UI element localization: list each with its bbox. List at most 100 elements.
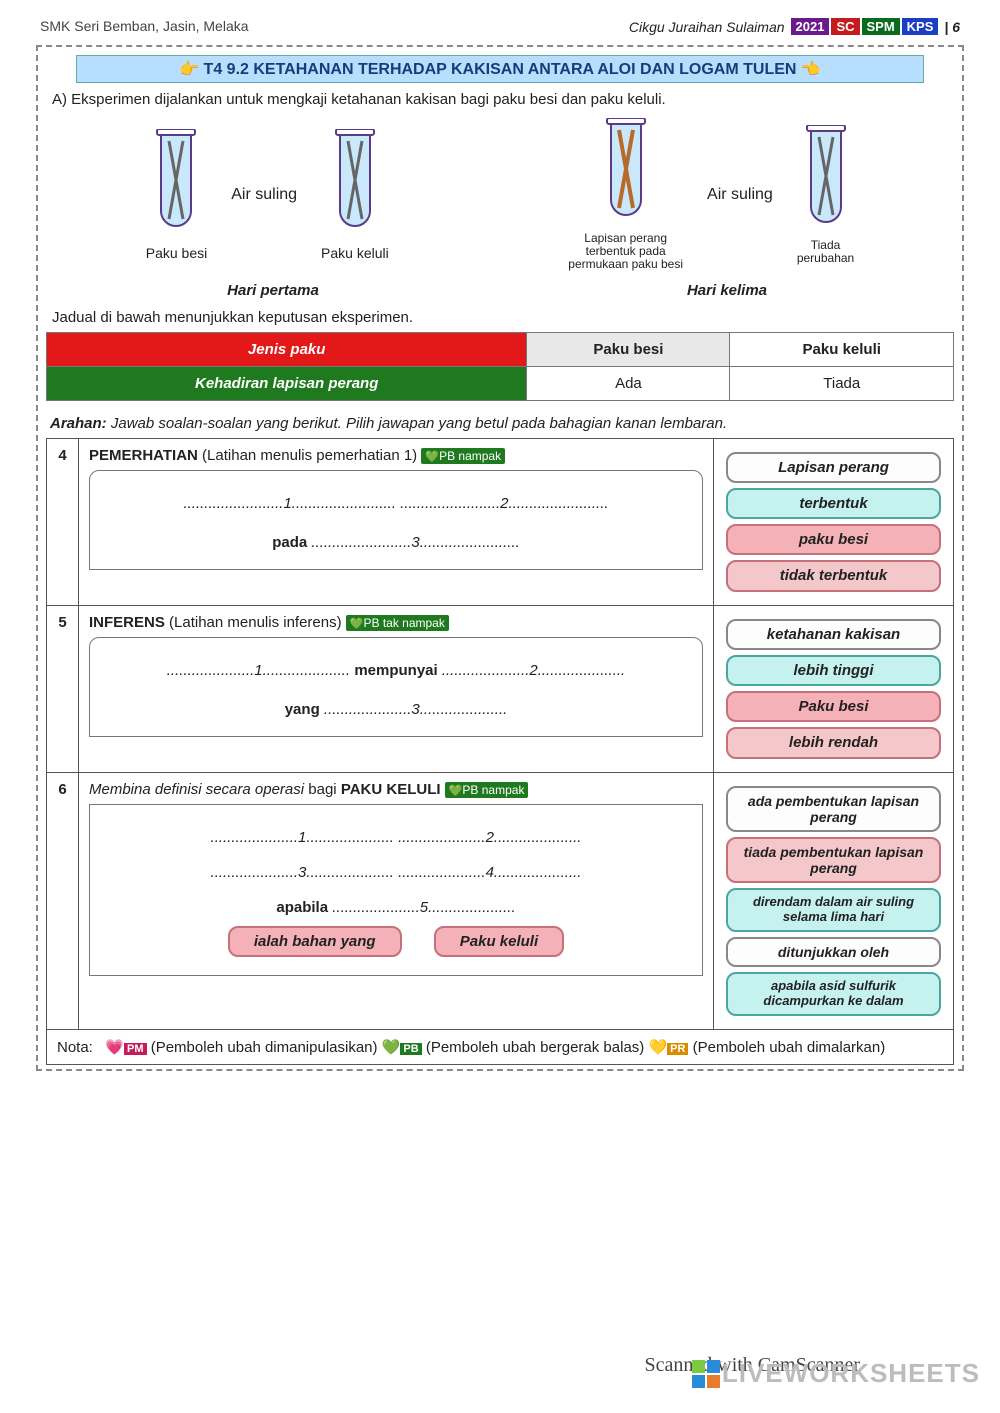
pb-tag: PB tak nampak xyxy=(346,615,449,631)
liveworksheets-icon xyxy=(692,1360,720,1388)
nota-row: Nota: 💗PM (Pemboleh ubah dimanipulasikan… xyxy=(47,1029,954,1064)
pb-text: (Pemboleh ubah bergerak balas) xyxy=(422,1039,649,1056)
test-tube-icon xyxy=(805,125,847,235)
q4-answer-frame[interactable]: ........................1...............… xyxy=(89,470,703,570)
q6-titleA: Membina definisi secara operasi xyxy=(89,781,304,798)
school-name: SMK Seri Bemban, Jasin, Melaka xyxy=(40,18,249,35)
tube-nochange: Tiada perubahan xyxy=(797,125,854,265)
q4-number: 4 xyxy=(47,438,79,605)
question-row-5: 5 INFERENS (Latihan menulis inferens) PB… xyxy=(47,605,954,772)
header-jenis: Jenis paku xyxy=(47,332,527,366)
test-tube-icon xyxy=(155,129,197,239)
badge-year: 2021 xyxy=(791,18,830,35)
watermark: LIVEWORKSHEETS xyxy=(692,1358,980,1389)
test-tube-icon xyxy=(605,118,647,228)
pill-paku-keluli[interactable]: Paku keluli xyxy=(434,926,564,957)
question-row-6: 6 Membina definisi secara operasi bagi P… xyxy=(47,772,954,1029)
tube-rust: Lapisan perang terbentuk pada permukaan … xyxy=(568,118,683,272)
page-header: SMK Seri Bemban, Jasin, Melaka Cikgu Jur… xyxy=(0,0,1000,39)
table-row: Jenis paku Paku besi Paku keluli xyxy=(47,332,954,366)
pm-text: (Pemboleh ubah dimanipulasikan) xyxy=(147,1039,382,1056)
option[interactable]: lebih rendah xyxy=(726,727,941,758)
air-label-1: Air suling xyxy=(231,186,297,204)
option[interactable]: terbentuk xyxy=(726,488,941,519)
q4-line1: ........................1...............… xyxy=(110,495,682,512)
test-tube-icon xyxy=(334,129,376,239)
table-intro: Jadual di bawah menunjukkan keputusan ek… xyxy=(46,305,954,332)
q4-sub: (Latihan menulis pemerhatian 1) xyxy=(198,447,421,464)
tube2-label: Paku keluli xyxy=(321,245,389,261)
q5-options: ketahanan kakisan lebih tinggi Paku besi… xyxy=(714,605,954,772)
tube3-caption: Lapisan perang terbentuk pada permukaan … xyxy=(568,232,683,272)
q4-line2: pada pada ........................3.....… xyxy=(110,534,682,551)
q6-pills: ialah bahan yang Paku keluli xyxy=(110,916,682,957)
option[interactable]: ada pembentukan lapisan perang xyxy=(726,786,941,832)
pb-tag: PB nampak xyxy=(421,448,505,464)
tube-paku-besi: Paku besi xyxy=(146,129,207,261)
question-row-4: 4 PEMERHATIAN (Latihan menulis pemerhati… xyxy=(47,438,954,605)
q4-title: PEMERHATIAN xyxy=(89,447,198,464)
header-besi: Paku besi xyxy=(527,332,730,366)
option[interactable]: ketahanan kakisan xyxy=(726,619,941,650)
cell-ada: Ada xyxy=(527,366,730,400)
q6-line1: .....................1..................… xyxy=(110,829,682,846)
tube4-caption: Tiada perubahan xyxy=(797,239,854,265)
results-table: Jenis paku Paku besi Paku keluli Kehadir… xyxy=(46,332,954,401)
badge-kps: KPS xyxy=(902,18,939,35)
option[interactable]: paku besi xyxy=(726,524,941,555)
nota-cell: Nota: 💗PM (Pemboleh ubah dimanipulasikan… xyxy=(47,1029,954,1064)
nota-label: Nota: xyxy=(57,1039,93,1056)
option[interactable]: tiada pembentukan lapisan perang xyxy=(726,837,941,883)
option[interactable]: apabila asid sulfurik dicampurkan ke dal… xyxy=(726,972,941,1016)
teacher-name: Cikgu Juraihan Sulaiman xyxy=(629,19,785,35)
day5-label: Hari kelima xyxy=(500,282,954,299)
table-row: Kehadiran lapisan perang Ada Tiada xyxy=(47,366,954,400)
pill-ialah[interactable]: ialah bahan yang xyxy=(228,926,402,957)
tag-pr: PR xyxy=(667,1043,688,1055)
q6-answer-frame[interactable]: .....................1..................… xyxy=(89,804,703,976)
q6-body: Membina definisi secara operasi bagi PAK… xyxy=(79,772,714,1029)
q5-sub: (Latihan menulis inferens) xyxy=(165,614,346,631)
day5-group: Lapisan perang terbentuk pada permukaan … xyxy=(568,118,854,272)
pr-text: (Pemboleh ubah dimalarkan) xyxy=(688,1039,885,1056)
q6-line2: .....................3..................… xyxy=(110,864,682,881)
watermark-text: LIVEWORKSHEETS xyxy=(722,1358,980,1389)
q5-number: 5 xyxy=(47,605,79,772)
option[interactable]: lebih tinggi xyxy=(726,655,941,686)
badge-spm: SPM xyxy=(862,18,900,35)
q6-line3: apabila .....................5..........… xyxy=(110,899,682,916)
cell-tiada: Tiada xyxy=(730,366,954,400)
row-kehadiran: Kehadiran lapisan perang xyxy=(47,366,527,400)
q6-titleC: PAKU KELULI xyxy=(341,781,445,798)
option[interactable]: direndam dalam air suling selama lima ha… xyxy=(726,888,941,932)
arahan-label: Arahan: xyxy=(50,415,107,432)
option[interactable]: ditunjukkan oleh xyxy=(726,937,941,967)
intro-text: A) Eksperimen dijalankan untuk mengkaji … xyxy=(46,91,954,118)
option[interactable]: Paku besi xyxy=(726,691,941,722)
air-label-2: Air suling xyxy=(707,186,773,204)
q4-body: PEMERHATIAN (Latihan menulis pemerhatian… xyxy=(79,438,714,605)
badge-sc: SC xyxy=(831,18,859,35)
content-frame: T4 9.2 KETAHANAN TERHADAP KAKISAN ANTARA… xyxy=(36,45,964,1071)
q5-body: INFERENS (Latihan menulis inferens) PB t… xyxy=(79,605,714,772)
header-right: Cikgu Juraihan Sulaiman 2021 SC SPM KPS … xyxy=(629,18,960,35)
q6-number: 6 xyxy=(47,772,79,1029)
q4-options: Lapisan perang terbentuk paku besi tidak… xyxy=(714,438,954,605)
tube1-label: Paku besi xyxy=(146,245,207,261)
day-labels: Hari pertama Hari kelima xyxy=(46,272,954,305)
q5-title: INFERENS xyxy=(89,614,165,631)
pb-tag: PB nampak xyxy=(445,782,529,798)
tubes-row: Paku besi Air suling Paku keluli Lapisan… xyxy=(46,118,954,272)
option[interactable]: tidak terbentuk xyxy=(726,560,941,591)
q6-titleB: bagi xyxy=(304,781,341,798)
module-title: T4 9.2 KETAHANAN TERHADAP KAKISAN ANTARA… xyxy=(76,55,924,83)
q5-answer-frame[interactable]: .....................1..................… xyxy=(89,637,703,737)
option[interactable]: Lapisan perang xyxy=(726,452,941,483)
q6-options: ada pembentukan lapisan perang tiada pem… xyxy=(714,772,954,1029)
day1-label: Hari pertama xyxy=(46,282,500,299)
q5-line1: .....................1..................… xyxy=(110,662,682,679)
tube-paku-keluli: Paku keluli xyxy=(321,129,389,261)
tag-pb: PB xyxy=(400,1043,421,1055)
q5-line2: yang .....................3.............… xyxy=(110,701,682,718)
page-number: | 6 xyxy=(944,19,960,35)
